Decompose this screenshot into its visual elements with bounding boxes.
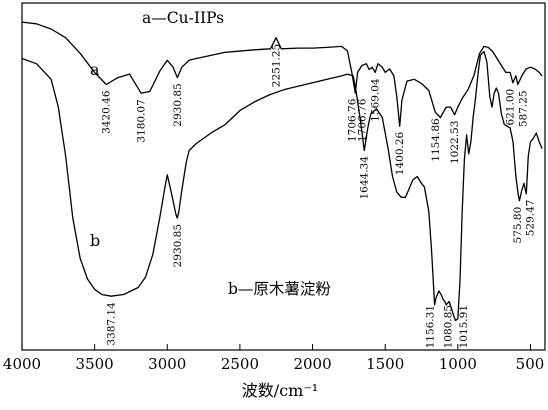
peak-labels: 3420.46 3180.07 2930.85 2251.25 1706.761706.… xyxy=(101,44,537,349)
peak-label: 2930.85 xyxy=(172,224,184,267)
peak-label: 3420.46 xyxy=(101,90,113,134)
peak-label: 529.47 xyxy=(525,200,537,237)
series-b-label: b xyxy=(90,231,100,250)
spectra-group xyxy=(21,21,543,322)
peak-label: 3180.07 xyxy=(136,99,148,142)
plot-frame xyxy=(21,2,546,351)
x-tick-label: 3000 xyxy=(148,355,186,373)
peak-label: 2251.25 xyxy=(271,44,283,87)
series-b-line xyxy=(21,50,543,322)
peak-label: 1154.86 xyxy=(430,118,442,162)
x-tick-label: 1000 xyxy=(439,355,477,373)
peak-label: 1400.26 xyxy=(394,131,406,175)
x-tick-label: 500 xyxy=(516,355,545,373)
x-axis-label: 波数/cm⁻¹ xyxy=(242,381,318,400)
x-tick-label: 2500 xyxy=(221,355,259,373)
peak-label: 1644.34 xyxy=(359,156,371,200)
peak-label: 575.80 xyxy=(512,207,524,244)
series-a-line xyxy=(21,21,543,127)
legend-b: b—原木薯淀粉 xyxy=(228,280,331,298)
x-ticks: 4000 3500 3000 2500 2000 1500 1000 500 xyxy=(3,344,544,373)
x-tick-label: 3500 xyxy=(76,355,114,373)
x-tick-label: 1500 xyxy=(366,355,404,373)
series-a-label: a xyxy=(90,60,100,79)
peak-label: 1706.76 xyxy=(347,98,359,142)
peak-label: 2930.85 xyxy=(172,83,184,126)
peak-label: 1015.91 xyxy=(458,305,470,348)
peak-label: 621.00 xyxy=(504,89,516,126)
peak-label: 1080.85 xyxy=(443,305,455,348)
peak-label: 1156.31 xyxy=(425,305,437,348)
peak-label: 3387.14 xyxy=(106,302,118,346)
x-tick-label: 4000 xyxy=(3,355,41,373)
x-tick-label: 2000 xyxy=(293,355,331,373)
peak-label: 1022.53 xyxy=(449,121,461,164)
peak-label: 587.25 xyxy=(517,90,529,127)
legend-a: a—Cu-IIPs xyxy=(142,9,224,27)
peak-label: 1706.76 xyxy=(357,98,369,142)
peak-label: 1569.04 xyxy=(370,78,382,122)
